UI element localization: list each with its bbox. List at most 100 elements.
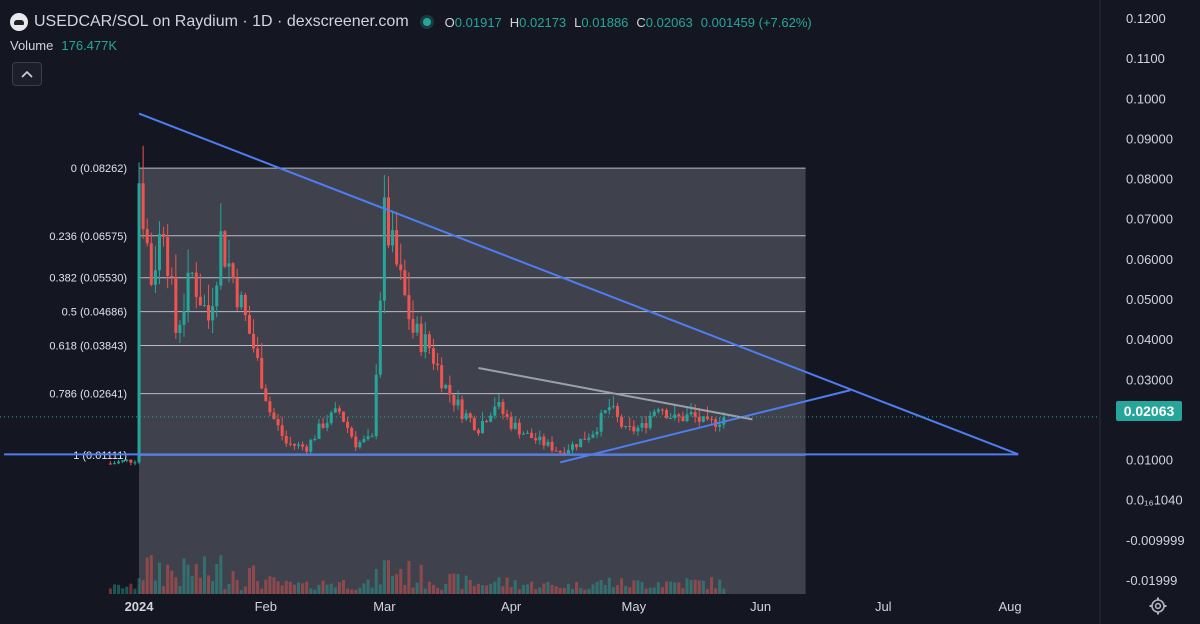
candle-body — [489, 415, 493, 422]
candle-body — [607, 407, 611, 411]
volume-bar — [264, 579, 268, 594]
candle-body — [198, 296, 202, 306]
y-tick-label: 0.0₁₆1040 — [1126, 493, 1183, 508]
volume-bar — [419, 564, 423, 594]
ohlc-open-value: 0.01917 — [454, 14, 502, 30]
y-tick-label: 0.05000 — [1126, 292, 1173, 307]
fib-level-label: 1 (0.01111) — [73, 450, 127, 462]
volume-bar — [456, 574, 460, 594]
candle-body — [660, 409, 664, 411]
volume-bar — [685, 578, 689, 594]
volume-bar — [157, 562, 161, 594]
volume-bar — [378, 584, 382, 594]
candle-body — [309, 439, 313, 452]
volume-bar — [166, 564, 170, 594]
volume-bar — [305, 581, 309, 594]
candle-body — [272, 412, 276, 420]
trendlines[interactable] — [4, 112, 1019, 464]
volume-legend: Volume 176.477K — [10, 38, 117, 53]
candle-body — [411, 319, 415, 333]
candle-body — [264, 388, 268, 402]
candle-body — [611, 406, 615, 408]
candle-body — [415, 323, 419, 333]
volume-bar — [190, 575, 194, 594]
candle-body — [243, 294, 247, 316]
candle-body — [562, 452, 566, 454]
trendline — [559, 389, 851, 464]
candle-body — [178, 324, 182, 333]
volume-bar — [235, 580, 239, 594]
volume-bar — [705, 589, 709, 594]
volume-bar — [538, 587, 542, 594]
gear-icon[interactable] — [1148, 596, 1168, 616]
ohlc-high-label: H — [509, 14, 520, 30]
volume-bar — [648, 587, 652, 594]
volume-bar — [427, 581, 431, 594]
volume-bar — [448, 573, 452, 594]
y-tick-label: 0.07000 — [1126, 212, 1173, 227]
candle-body — [632, 426, 636, 432]
volume-bar — [186, 564, 190, 594]
candle-body — [157, 233, 161, 271]
fib-level-label: 0.618 (0.03843) — [49, 340, 127, 352]
volume-bar — [329, 583, 333, 594]
volume-bar — [673, 582, 677, 594]
candle-body — [121, 460, 125, 462]
candle-body — [517, 422, 521, 435]
volume-bar — [399, 568, 403, 594]
candle-body — [509, 416, 513, 429]
volume-bar — [333, 587, 337, 594]
y-tick-label: 0.03000 — [1126, 372, 1173, 387]
candle-body — [362, 439, 366, 443]
candle-body — [313, 438, 317, 440]
volume-bar — [587, 588, 591, 594]
candle-body — [575, 444, 579, 448]
volume-bar — [223, 589, 227, 594]
volume-bar — [407, 560, 411, 594]
price-change: 0.001459 (+7.62%) — [700, 14, 812, 30]
volume-bar — [476, 583, 480, 594]
market-status-icon — [422, 18, 431, 26]
candle-body — [108, 463, 112, 465]
candle-body — [685, 414, 689, 422]
candle-body — [260, 357, 264, 389]
volume-bar — [530, 581, 534, 594]
x-tick-label: Mar — [373, 599, 396, 614]
volume-series — [108, 555, 726, 594]
trendline — [138, 112, 1019, 456]
volume-bar — [521, 584, 525, 594]
volume-bar — [415, 582, 419, 594]
volume-bar — [689, 579, 693, 594]
volume-bar — [542, 583, 546, 594]
candle-body — [534, 438, 538, 441]
candle-body — [292, 443, 296, 446]
candle-body — [129, 459, 133, 463]
candle-body — [624, 425, 628, 427]
fib-retracement[interactable]: 0 (0.08262) 0.236 (0.06575) 0.382 (0.05530… — [49, 163, 806, 595]
volume-bar — [558, 588, 562, 594]
volume-bar — [247, 568, 251, 594]
candle-body — [186, 272, 190, 312]
volume-bar — [444, 583, 448, 594]
x-tick-label: Jul — [875, 599, 892, 614]
candle-body — [460, 399, 464, 420]
trendline — [478, 367, 753, 421]
candle-body — [431, 348, 435, 364]
volume-bar — [350, 589, 354, 594]
volume-bar — [423, 588, 427, 594]
candle-body — [427, 334, 431, 349]
volume-bar — [517, 589, 521, 594]
collapse-legend-button[interactable] — [12, 62, 42, 86]
volume-bar — [472, 586, 476, 594]
candle-body — [153, 270, 157, 285]
volume-bar — [579, 588, 583, 594]
y-tick-label: 0.06000 — [1126, 252, 1173, 267]
candle-body — [456, 399, 460, 406]
volume-bar — [534, 589, 538, 594]
volume-bar — [133, 588, 137, 594]
volume-bar — [599, 579, 603, 594]
volume-bar — [660, 587, 664, 594]
volume-bar — [117, 584, 121, 594]
